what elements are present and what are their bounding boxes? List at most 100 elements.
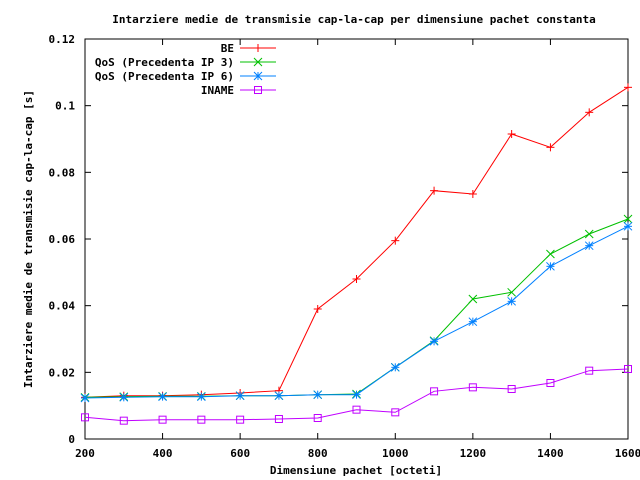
y-tick-label: 0.1: [55, 100, 75, 113]
data-point: [197, 392, 206, 402]
marker-stroke: [507, 287, 516, 297]
data-point: [158, 415, 167, 424]
marker-square: [546, 379, 555, 387]
legend-item: INAME: [201, 84, 276, 97]
marker-square: [313, 414, 322, 422]
data-point: [352, 390, 361, 400]
marker-stroke: [352, 390, 361, 400]
marker-square: [391, 408, 400, 417]
legend-label: QoS (Precedenta IP 6): [95, 70, 234, 83]
marker-stroke: [468, 294, 478, 304]
data-point: [546, 143, 555, 152]
data-point: [235, 391, 245, 401]
data-point: [429, 336, 439, 346]
data-point: [507, 287, 516, 297]
marker-square: [236, 415, 245, 424]
marker-square: [352, 405, 361, 414]
data-point: [585, 108, 594, 117]
x-tick-label: 1600: [615, 447, 640, 460]
marker-square: [468, 383, 477, 392]
data-point: [624, 83, 632, 92]
data-point: [430, 387, 439, 396]
data-point: [585, 366, 594, 375]
legend-item: BE: [221, 42, 276, 55]
data-point: [468, 383, 477, 392]
y-axis-ticks: 0 0.02 0.04 0.06 0.08 0.1 0.12: [49, 33, 628, 446]
marker-square: [585, 366, 594, 375]
x-tick-label: 200: [75, 447, 95, 460]
data-point: [507, 130, 516, 138]
data-point: [507, 296, 516, 306]
marker-stroke: [546, 261, 555, 271]
legend-label: QoS (Precedenta IP 3): [95, 56, 234, 69]
series-qos-precedenta-ip-6: [80, 221, 633, 403]
marker-square: [119, 416, 128, 425]
marker-stroke: [623, 214, 633, 224]
marker-stroke: [158, 392, 167, 402]
data-point: [546, 261, 555, 271]
y-tick-label: 0.08: [49, 166, 76, 179]
marker-stroke: [468, 317, 478, 327]
marker-stroke: [584, 241, 594, 251]
marker-square: [507, 385, 516, 393]
x-tick-label: 1200: [460, 447, 487, 460]
data-point: [468, 294, 478, 304]
series-iname: [81, 365, 632, 425]
data-point: [313, 305, 322, 313]
marker-stroke: [197, 392, 206, 402]
data-point: [584, 241, 594, 251]
marker-stroke: [253, 57, 263, 67]
y-tick-label: 0.02: [49, 366, 76, 379]
x-axis-label: Dimensiune pachet [octeti]: [270, 464, 442, 477]
data-point: [584, 229, 594, 239]
legend-item: QoS (Precedenta IP 3): [95, 56, 276, 69]
legend-label: BE: [221, 42, 234, 55]
data-point: [546, 249, 555, 259]
data-point: [274, 391, 284, 401]
marker-square: [624, 365, 632, 373]
data-point: [352, 405, 361, 414]
data-point: [253, 57, 263, 67]
x-axis-ticks: 200 400 600 800 1000 1200 1400 1600: [75, 39, 640, 460]
marker-stroke: [429, 336, 439, 346]
data-point: [390, 362, 400, 372]
marker-stroke: [390, 362, 400, 372]
data-point: [313, 390, 323, 400]
data-point: [119, 392, 129, 402]
x-tick-label: 1000: [382, 447, 409, 460]
data-point: [313, 414, 322, 422]
data-point: [623, 214, 633, 224]
marker-stroke: [584, 229, 594, 239]
y-tick-label: 0.12: [49, 33, 76, 46]
x-tick-label: 600: [230, 447, 250, 460]
marker-square: [274, 415, 283, 423]
marker-stroke: [623, 221, 633, 231]
marker-stroke: [253, 71, 263, 81]
x-tick-label: 400: [153, 447, 173, 460]
data-point: [352, 275, 361, 283]
data-point: [158, 392, 167, 402]
marker-square: [430, 387, 439, 396]
data-point: [468, 190, 477, 198]
data-point: [197, 415, 206, 424]
series-layer: [80, 83, 633, 425]
chart-title: Intarziere medie de transmisie cap-la-ca…: [112, 13, 595, 26]
data-point: [236, 415, 245, 424]
marker-stroke: [119, 392, 129, 402]
marker-square: [254, 86, 262, 94]
data-point: [468, 317, 478, 327]
y-tick-label: 0.04: [49, 300, 76, 313]
data-point: [391, 408, 400, 417]
data-point: [546, 379, 555, 387]
data-point: [624, 365, 632, 373]
series-line: [84, 368, 629, 422]
marker-stroke: [546, 249, 555, 259]
legend-label: INAME: [201, 84, 234, 97]
marker-stroke: [80, 393, 90, 403]
data-point: [253, 71, 263, 81]
y-tick-label: 0.06: [49, 233, 76, 246]
